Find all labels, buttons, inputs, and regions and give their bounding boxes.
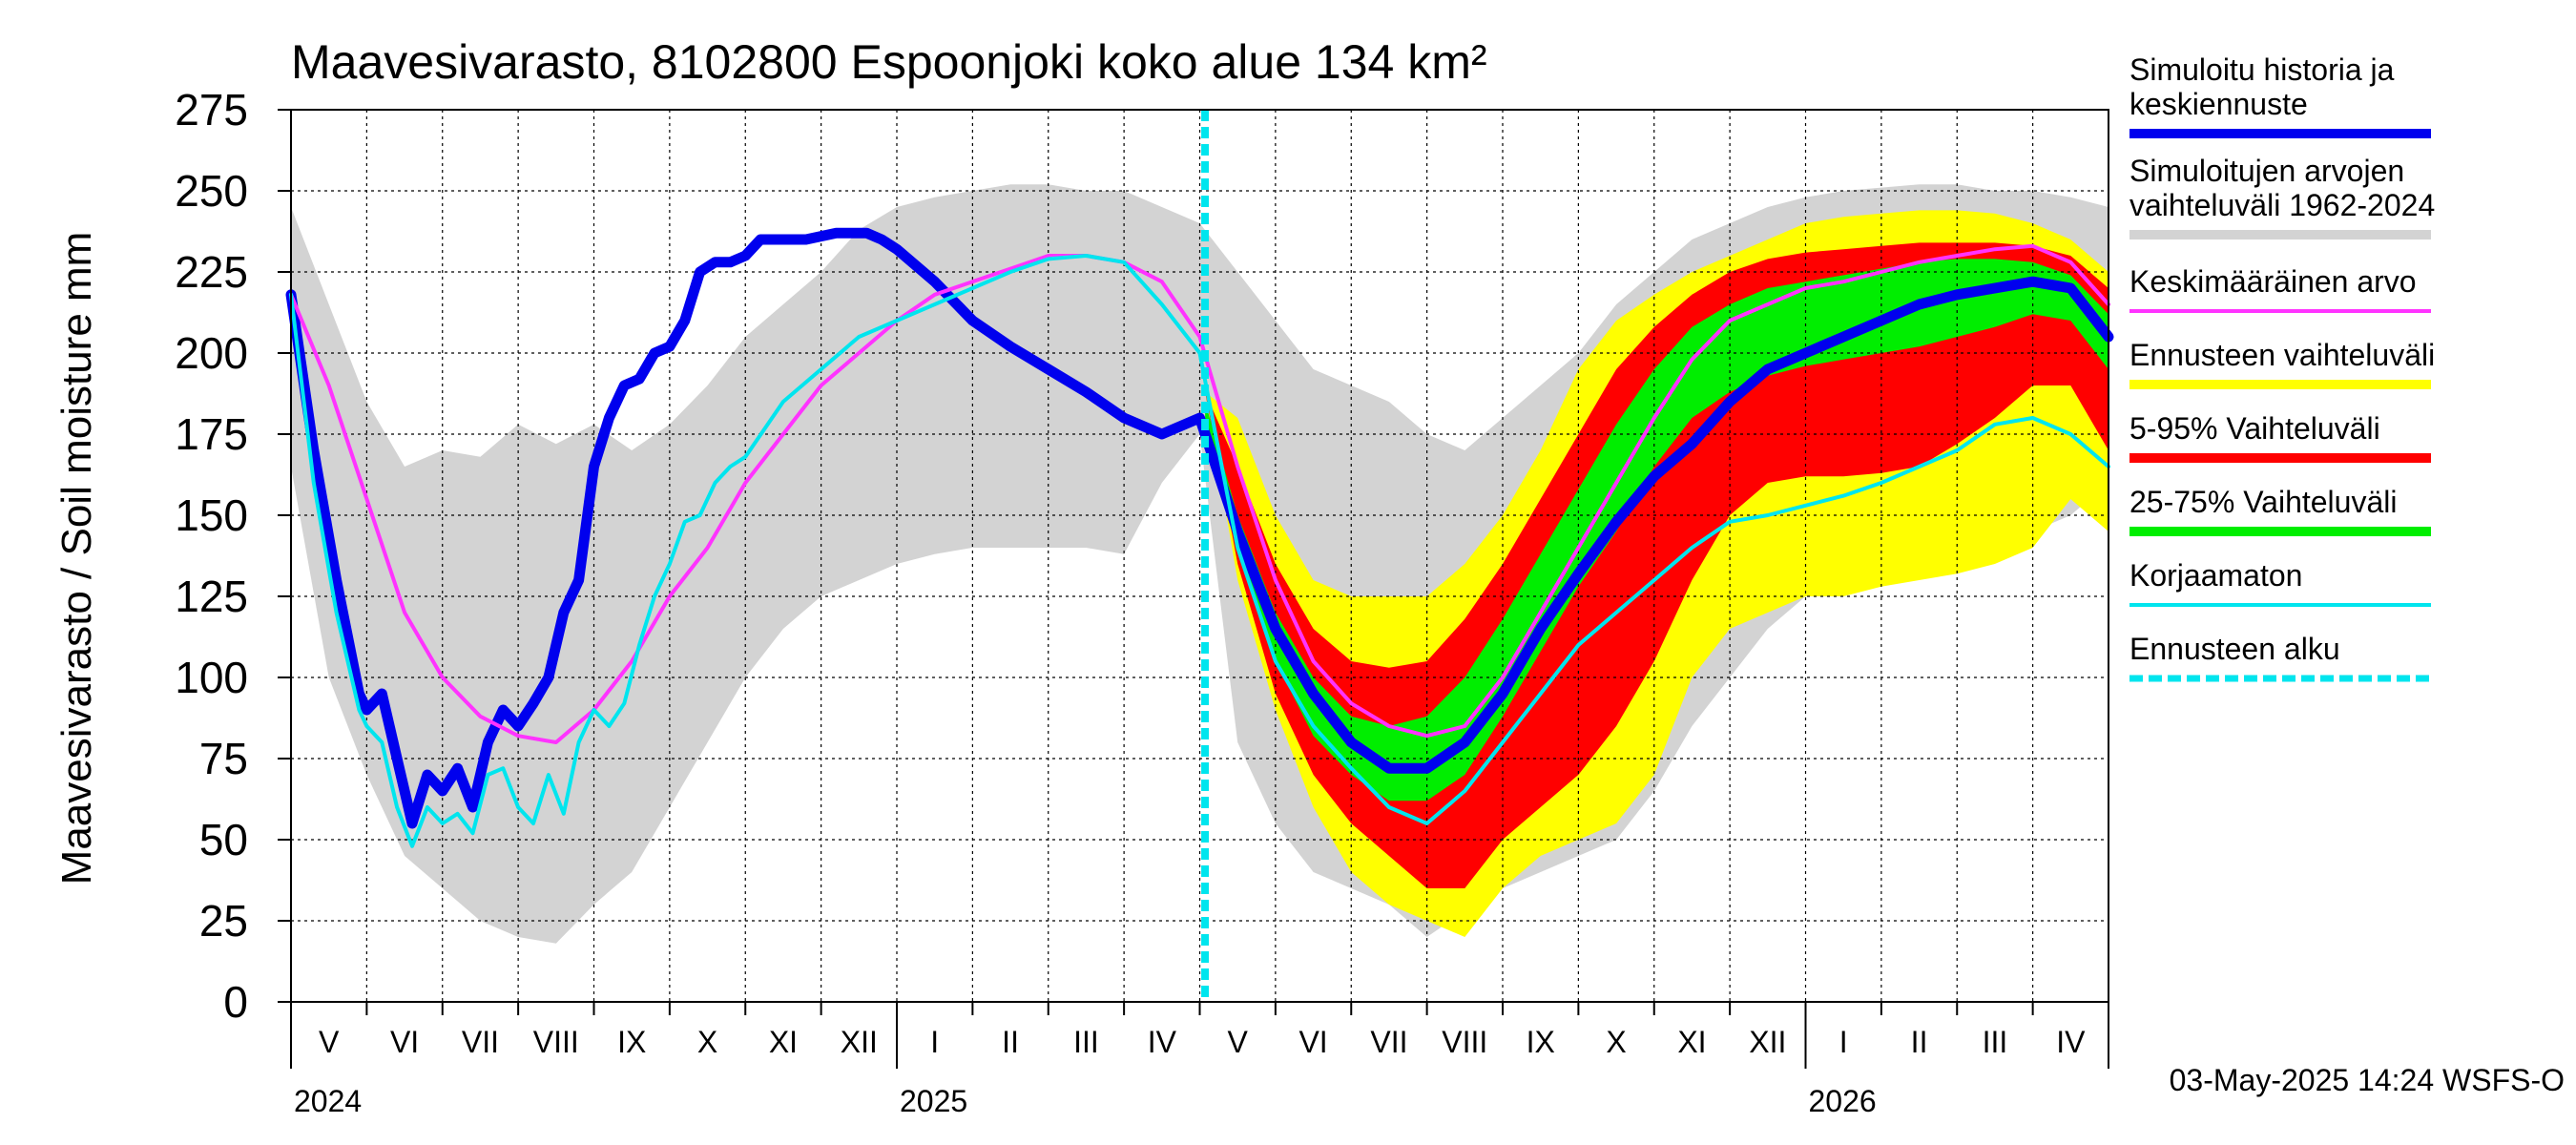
- month-label: V: [1228, 1025, 1249, 1059]
- legend-label: Ennusteen vaihteluväli: [2129, 338, 2435, 372]
- month-label: VIII: [1442, 1025, 1487, 1059]
- month-label: I: [1839, 1025, 1848, 1059]
- month-label: VIII: [533, 1025, 579, 1059]
- legend-label: Simuloitujen arvojen: [2129, 154, 2404, 188]
- series-lines: [285, 110, 2114, 1002]
- month-label: IX: [1527, 1025, 1555, 1059]
- y-tick-label: 225: [175, 247, 248, 297]
- month-label: X: [1606, 1025, 1626, 1059]
- month-label: XII: [841, 1025, 878, 1059]
- y-tick-label: 25: [199, 896, 248, 946]
- legend-label: 25-75% Vaihteluväli: [2129, 485, 2397, 519]
- month-label: XI: [1677, 1025, 1706, 1059]
- y-tick-label: 0: [223, 977, 248, 1027]
- y-tick-label: 275: [175, 85, 248, 135]
- y-tick-label: 175: [175, 409, 248, 459]
- month-label: II: [1002, 1025, 1019, 1059]
- legend-label: 5-95% Vaihteluväli: [2129, 411, 2380, 446]
- month-label: IV: [1148, 1025, 1177, 1059]
- footer-timestamp: 03-May-2025 14:24 WSFS-O: [2170, 1063, 2565, 1097]
- y-axis-label: Maavesivarasto / Soil moisture mm: [53, 232, 100, 885]
- month-label: XI: [769, 1025, 798, 1059]
- y-tick-label: 150: [175, 490, 248, 540]
- legend-label: vaihteluväli 1962-2024: [2129, 188, 2435, 222]
- legend-label: Korjaamaton: [2129, 558, 2302, 593]
- month-label: V: [319, 1025, 340, 1059]
- y-tick-label: 75: [199, 734, 248, 783]
- month-label: VI: [1298, 1025, 1327, 1059]
- month-label: III: [1983, 1025, 2008, 1059]
- year-label: 2026: [1809, 1084, 1877, 1118]
- year-label: 2024: [294, 1084, 362, 1118]
- series-line: [285, 227, 2114, 829]
- month-label: VII: [1370, 1025, 1407, 1059]
- legend-label: Simuloitu historia ja: [2129, 52, 2395, 87]
- month-label: II: [1911, 1025, 1928, 1059]
- month-label: XII: [1749, 1025, 1786, 1059]
- series-line: [289, 254, 2110, 848]
- y-tick-label: 125: [175, 572, 248, 621]
- month-label: VII: [462, 1025, 499, 1059]
- year-label: 2025: [900, 1084, 967, 1118]
- y-tick-label: 100: [175, 653, 248, 702]
- legend-label: Keskimääräinen arvo: [2129, 264, 2417, 299]
- y-tick-label: 200: [175, 328, 248, 378]
- month-label: IV: [2056, 1025, 2086, 1059]
- month-label: X: [697, 1025, 717, 1059]
- grid-lines: [291, 109, 2109, 1002]
- y-tick-label: 250: [175, 166, 248, 216]
- legend-label: Ennusteen alku: [2129, 632, 2340, 666]
- band-p25-75: [1205, 259, 2109, 802]
- month-label: I: [930, 1025, 939, 1059]
- legend-label: keskiennuste: [2129, 87, 2308, 121]
- month-label: III: [1073, 1025, 1099, 1059]
- chart-title: Maavesivarasto, 8102800 Espoonjoki koko …: [291, 35, 1487, 89]
- month-label: VI: [390, 1025, 419, 1059]
- month-label: IX: [617, 1025, 646, 1059]
- y-tick-label: 50: [199, 815, 248, 864]
